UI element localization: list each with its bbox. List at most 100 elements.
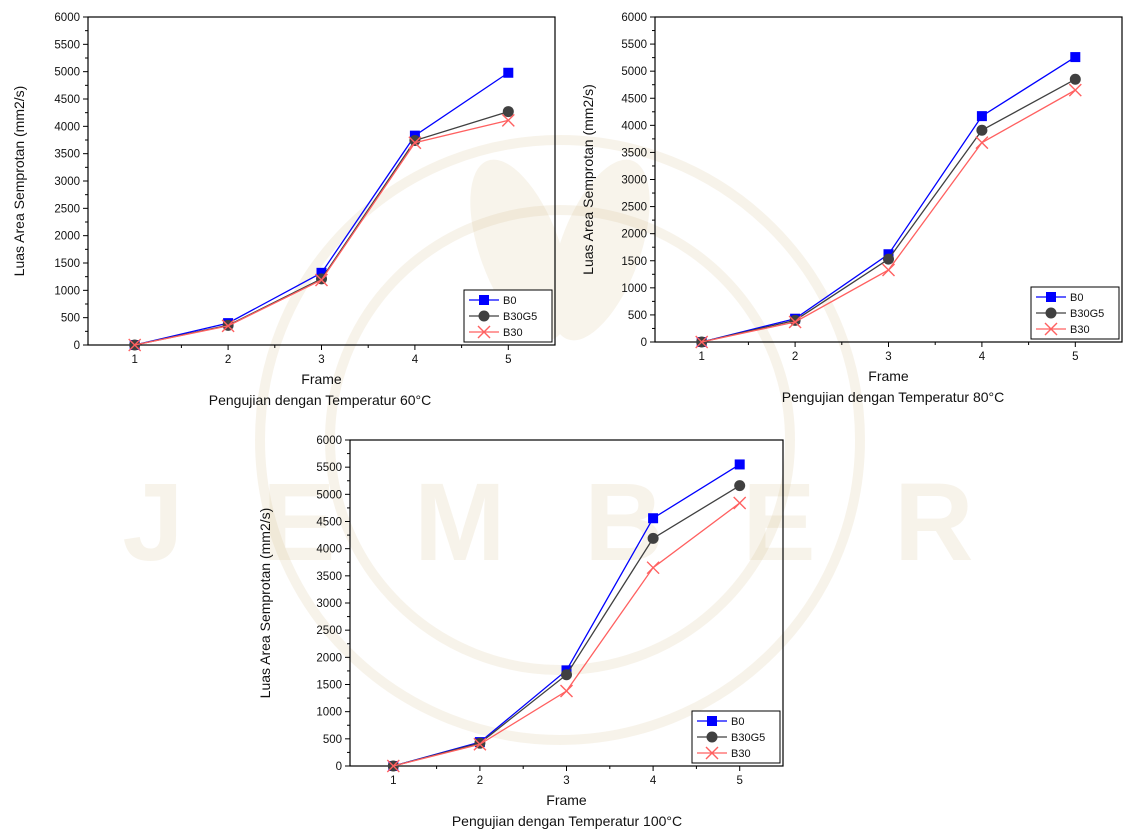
y-tick-label: 5500 [54, 39, 80, 51]
x-tick-label: 3 [885, 351, 891, 363]
point-B30 [1068, 83, 1082, 97]
point-B0 [1070, 52, 1081, 63]
legend-marker-B0 [479, 295, 489, 305]
x-tick-label: 4 [650, 775, 657, 787]
point-B30G5 [502, 106, 514, 118]
point-B0 [503, 67, 514, 78]
y-tick-label: 4000 [54, 121, 80, 133]
y-tick-label: 5000 [316, 489, 342, 501]
x-tick-label: 3 [563, 775, 569, 787]
point-B0 [734, 459, 745, 470]
point-B30 [733, 496, 747, 510]
y-tick-label: 4000 [621, 120, 647, 132]
x-tick-label: 2 [225, 354, 231, 366]
legend-box [463, 289, 553, 343]
point-B30G5 [1069, 73, 1081, 85]
y-axis-title: Luas Area Semprotan (mm2/s) [257, 508, 273, 699]
y-tick-label: 1000 [316, 707, 342, 719]
y-tick-label: 3500 [316, 571, 342, 583]
legend-label-B30G5: B30G5 [503, 311, 537, 323]
y-tick-label: 2000 [54, 231, 80, 243]
x-tick-label: 5 [1072, 351, 1078, 363]
y-tick-label: 5500 [621, 39, 647, 51]
x-tick-label: 4 [412, 354, 419, 366]
y-tick-label: 3000 [621, 175, 647, 187]
y-tick-label: 3500 [621, 147, 647, 159]
point-B30 [128, 338, 142, 352]
x-tick-label: 1 [390, 775, 396, 787]
y-tick-label: 3000 [54, 176, 80, 188]
legend-marker-B0 [1046, 292, 1056, 302]
legend-label-B0: B0 [1070, 292, 1083, 304]
y-tick-label: 4500 [621, 93, 647, 105]
x-tick-label: 2 [477, 775, 483, 787]
y-tick-label: 3000 [316, 598, 342, 610]
y-tick-label: 500 [628, 310, 647, 322]
point-B30G5 [976, 124, 988, 136]
legend-label-B30: B30 [1070, 324, 1090, 336]
point-B30 [695, 335, 709, 349]
legend-marker-B30 [1044, 322, 1058, 336]
y-tick-label: 2500 [54, 203, 80, 215]
point-B30 [975, 136, 989, 150]
y-tick-label: 0 [74, 340, 80, 352]
y-tick-label: 5000 [621, 66, 647, 78]
point-B30G5 [883, 253, 894, 265]
x-axis-title: Frame [546, 792, 587, 808]
y-tick-label: 0 [641, 337, 647, 349]
legend-label-B30: B30 [503, 327, 523, 339]
chart-caption: Pengujian dengan Temperatur 60°C [209, 392, 432, 408]
y-tick-label: 1500 [621, 256, 647, 268]
chart-caption: Pengujian dengan Temperatur 100°C [452, 813, 682, 829]
x-tick-label: 4 [979, 351, 986, 363]
point-B30 [646, 561, 660, 575]
point-B30 [386, 759, 400, 773]
x-tick-label: 1 [131, 354, 137, 366]
y-tick-label: 0 [336, 761, 342, 773]
series-line-B30 [393, 502, 741, 767]
y-tick-label: 6000 [621, 12, 647, 24]
point-B30 [221, 319, 235, 333]
y-axis-title: Luas Area Semprotan (mm2/s) [11, 86, 27, 277]
x-tick-label: 2 [792, 351, 798, 363]
legend-marker-B30 [705, 746, 719, 760]
point-B30 [408, 136, 422, 150]
legend-label-B30G5: B30G5 [1070, 308, 1104, 320]
legend-marker-B0 [707, 716, 717, 726]
point-B0 [648, 513, 659, 524]
y-tick-label: 2000 [621, 229, 647, 241]
y-tick-label: 500 [61, 313, 80, 325]
y-axis-title: Luas Area Semprotan (mm2/s) [580, 84, 596, 275]
x-axis-title: Frame [868, 368, 909, 384]
y-tick-label: 6000 [316, 435, 342, 447]
y-tick-label: 1000 [54, 285, 80, 297]
point-B30 [473, 737, 487, 751]
series-line-B30G5 [393, 485, 741, 767]
y-tick-label: 2500 [621, 202, 647, 214]
chart-caption: Pengujian dengan Temperatur 80°C [782, 389, 1005, 405]
x-tick-label: 5 [505, 354, 511, 366]
x-axis-title: Frame [301, 371, 342, 387]
y-tick-label: 6000 [54, 12, 80, 24]
point-B30 [501, 113, 515, 127]
point-B30G5 [647, 532, 659, 544]
legend-label-B30: B30 [731, 748, 751, 760]
point-B30G5 [561, 669, 572, 681]
y-tick-label: 3500 [54, 149, 80, 161]
x-tick-label: 1 [698, 351, 704, 363]
y-tick-label: 5000 [54, 67, 80, 79]
y-tick-label: 5500 [316, 462, 342, 474]
y-tick-label: 4000 [316, 544, 342, 556]
point-B30G5 [409, 135, 421, 147]
y-tick-label: 500 [323, 734, 342, 746]
y-tick-label: 1500 [54, 258, 80, 270]
point-B0 [316, 267, 327, 278]
y-tick-label: 2500 [316, 625, 342, 637]
point-B0 [976, 111, 987, 122]
